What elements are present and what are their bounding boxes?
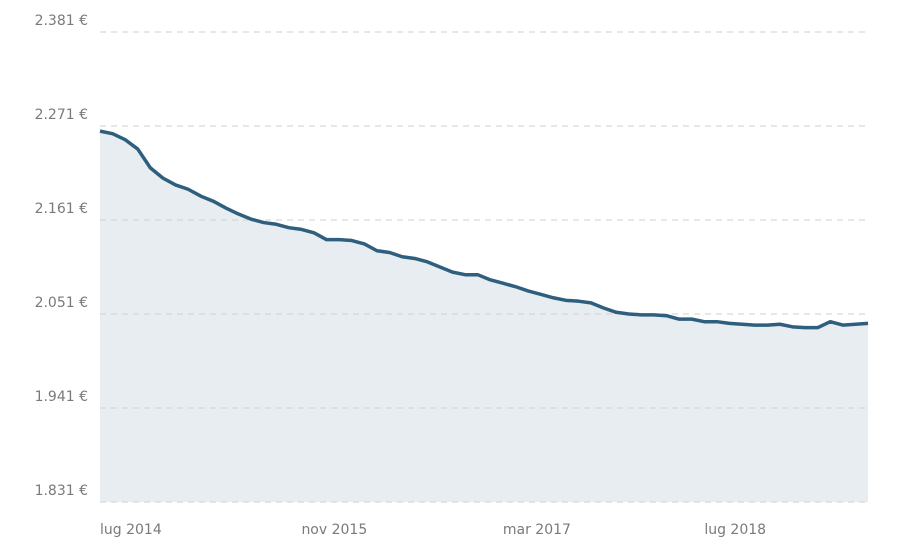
y-tick-label: 2.381 € bbox=[35, 13, 88, 29]
y-tick-label: 2.051 € bbox=[35, 295, 88, 311]
x-tick-label: lug 2014 bbox=[100, 522, 162, 538]
area-fill bbox=[100, 131, 868, 503]
x-tick-label: lug 2018 bbox=[704, 522, 766, 538]
price-line bbox=[99, 129, 869, 330]
x-tick-label: mar 2017 bbox=[503, 522, 571, 538]
y-tick-label: 1.831 € bbox=[35, 483, 88, 499]
y-tick-label: 2.271 € bbox=[35, 107, 88, 123]
y-tick-label: 2.161 € bbox=[35, 201, 88, 217]
y-tick-label: 1.941 € bbox=[35, 389, 88, 405]
x-tick-label: nov 2015 bbox=[301, 522, 367, 538]
